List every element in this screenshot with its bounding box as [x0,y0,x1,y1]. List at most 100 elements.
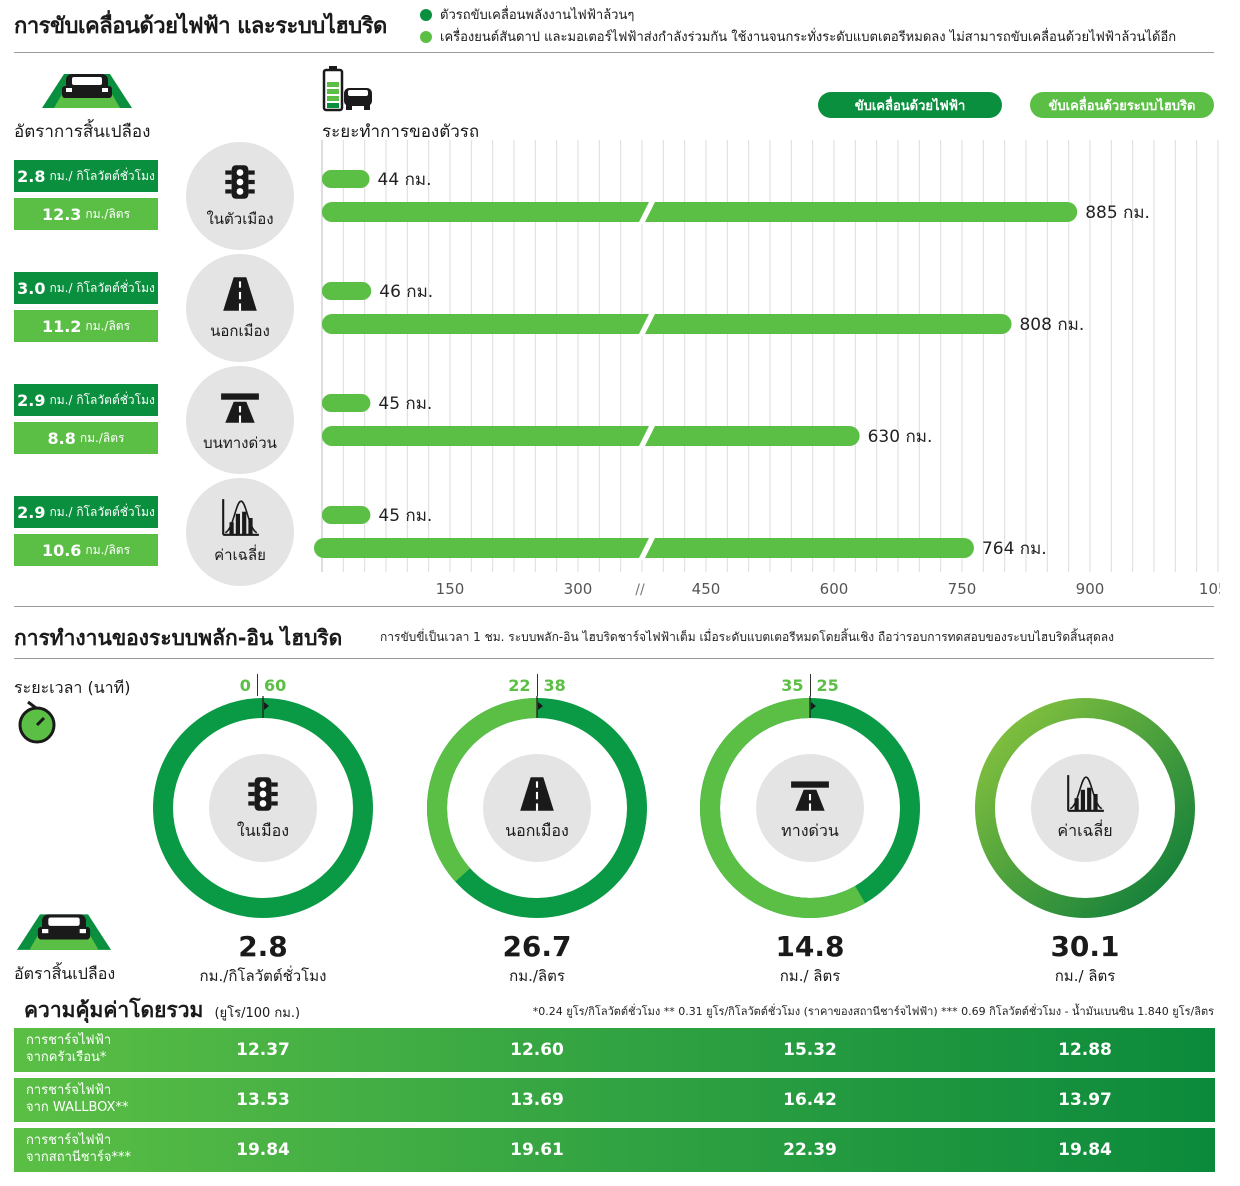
bar-electric-label: 46 กม. [379,282,433,302]
bar-electric [322,506,371,524]
ring-label: ค่าเฉลี่ย [1057,820,1113,840]
bar-hybrid [322,426,860,446]
divider [14,606,1214,607]
traffic-light-icon [225,165,255,199]
road-icon [520,776,554,811]
bar-break-gap [638,424,656,448]
cost-title-row: ความคุ้มค่าโดยรวม (ยูโร/100 กม.) [24,994,300,1027]
hybrid-minutes: 22 [508,675,531,695]
cost-row-label-line1: การชาร์จไฟฟ้า [26,1083,112,1098]
efficiency-unit: กม./ ลิตร [1054,967,1116,985]
cost-row: การชาร์จไฟฟ้าจากครัวเรือน* 12.37 12.60 15.3… [14,1028,1215,1072]
rate-litre-value: 10.6 [41,540,82,560]
time-ring-chart [975,698,1195,918]
cost-row-label: การชาร์จไฟฟ้าจาก WALLBOX** [26,1082,128,1116]
rate-box-kwh: 3.0 กม./ กิโลวัตต์ชั่วโมง [14,272,158,304]
cost-value: 13.53 [236,1090,290,1110]
time-ring-chart [700,696,920,918]
bar-electric-label: 45 กม. [378,506,432,526]
legend-pill-hybrid: ขับเคลื่อนด้วยระบบไฮบริด [1030,92,1214,118]
category-badge: ในตัวเมือง [186,142,294,250]
highway-icon [221,393,259,423]
x-tick-label: 300 [564,580,593,598]
bar-break-gap [638,536,656,560]
rate-kwh-unit: กม./ กิโลวัตต์ชั่วโมง [49,504,155,519]
cost-value: 12.60 [510,1040,564,1060]
rate-box-litre: 8.8 กม./ลิตร [14,422,158,454]
divider [14,52,1214,53]
legend-pill-electric: ขับเคลื่อนด้วยไฟฟ้า [818,92,1002,118]
time-ring-chart [153,696,373,918]
category-label: ในตัวเมือง [206,210,274,228]
category-badge: นอกเมือง [186,254,294,362]
consumption-label-2: อัตราสิ้นเปลือง [14,964,116,983]
bar-hybrid-label: 808 กม. [1019,315,1084,335]
rate-box-litre: 10.6 กม./ลิตร [14,534,158,566]
rate-litre-value: 8.8 [47,428,76,448]
cost-row-label-line2: จาก WALLBOX** [26,1100,129,1115]
legend-text: เครื่องยนต์สันดาป และมอเตอร์ไฟฟ้าส่งกำลั… [440,30,1177,45]
rate-box-litre: 11.2 กม./ลิตร [14,310,158,342]
time-label: ระยะเวลา (นาที) [14,678,131,697]
rate-litre-unit: กม./ลิตร [79,430,125,445]
cost-row-label: การชาร์จไฟฟ้าจากครัวเรือน* [26,1032,111,1066]
efficiency-value: 14.8 [775,930,845,963]
ring-start-marker [264,702,269,710]
ring-start-marker [811,702,816,710]
bar-hybrid-label: 764 กม. [982,539,1047,559]
rate-box-kwh: 2.8 กม./ กิโลวัตต์ชั่วโมง [14,160,158,192]
rate-box-litre: 12.3 กม./ลิตร [14,198,158,230]
category-badge: ค่าเฉลี่ย [186,478,294,586]
ring-minutes: 35 25 [774,674,846,696]
ring-center-badge: ทางด่วน [756,754,864,862]
cost-value: 15.32 [783,1040,837,1060]
legend-dot-icon [420,30,432,43]
bar-break-gap [638,200,656,224]
rate-litre-value: 12.3 [41,204,82,224]
stopwatch-icon [18,700,56,744]
rate-kwh-value: 2.8 [17,166,46,186]
electric-minutes: 38 [543,675,566,695]
minutes-divider [809,674,811,696]
cost-value: 19.61 [510,1140,564,1160]
cost-value: 16.42 [783,1090,837,1110]
traffic-light-icon [248,776,278,811]
range-bar-chart: 150 300 450 600 750 900 1050 // 44 กม. 885 กม. 46 … [314,140,1220,598]
category-label: นอกเมือง [210,322,270,340]
hybrid-minutes: 0 [239,675,251,695]
ring-minutes: 0 60 [227,674,299,696]
cost-row: การชาร์จไฟฟ้า จากสถานีชาร์จ*** 19.84 19.61 2… [14,1128,1215,1172]
ring-gradient-segment [975,698,1195,918]
efficiency-value: 2.8 [238,930,288,963]
bar-electric-label: 45 กม. [378,394,432,414]
x-tick-label: 600 [820,580,849,598]
rate-litre-unit: กม./ลิตร [85,318,131,333]
category-badge: บนทางด่วน [186,366,294,474]
ring-center-badge: ค่าเฉลี่ย [1031,754,1139,862]
average-chart-icon [222,499,259,536]
bar-break-gap [638,312,656,336]
highway-icon [791,780,829,811]
road-icon [223,277,257,311]
cost-value: 13.97 [1058,1090,1112,1110]
rate-kwh-unit: กม./ กิโลวัตต์ชั่วโมง [49,280,155,295]
car-road-icon [42,74,132,108]
cost-title-unit: (ยูโร/100 กม.) [214,1006,301,1021]
range-label: ระยะทำการของตัวรถ [322,122,480,142]
ring-center-badge: นอกเมือง [483,754,591,862]
cost-value: 12.37 [236,1040,290,1060]
cost-row-label-line1: การชาร์จไฟฟ้า [26,1033,112,1048]
time-ring-chart [427,696,647,918]
cost-row-label-line2: จากครัวเรือน* [26,1050,107,1065]
average-chart-icon [1067,774,1104,812]
efficiency-unit: กม./กิโลวัตต์ชั่วโมง [199,967,327,985]
rate-box-kwh: 2.9 กม./ กิโลวัตต์ชั่วโมง [14,384,158,416]
ring-label: ในเมือง [236,820,290,840]
legend-item-electric: ตัวรถขับเคลื่อนพลังงานไฟฟ้าล้วนๆ [420,4,634,25]
ring-label: นอกเมือง [505,820,569,840]
bar-hybrid [314,538,974,558]
cost-value: 13.69 [510,1090,564,1110]
cost-value: 12.88 [1058,1040,1112,1060]
rate-kwh-unit: กม./ กิโลวัตต์ชั่วโมง [49,392,155,407]
cost-row-label: การชาร์จไฟฟ้า จากสถานีชาร์จ*** [26,1132,131,1166]
